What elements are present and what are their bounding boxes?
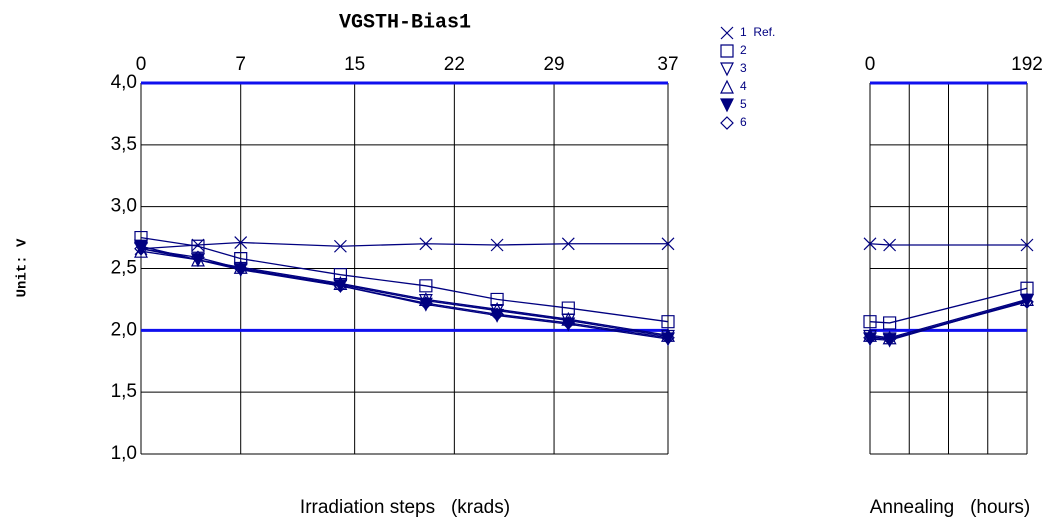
marker: [863, 237, 877, 251]
marker: [233, 263, 248, 278]
marker: [1020, 238, 1034, 252]
legend-marker: [720, 79, 734, 94]
series-line: [140, 248, 669, 338]
y-tick-label: 2,5: [111, 258, 137, 279]
marker: [419, 279, 433, 293]
y-tick-label: 1,5: [111, 381, 137, 402]
marker: [191, 239, 205, 253]
x-axis-label: Annealing (hours): [870, 497, 1031, 518]
legend-label: 6: [740, 115, 747, 129]
legend-marker: [720, 26, 734, 40]
marker: [561, 237, 575, 251]
marker: [418, 297, 433, 312]
legend-marker: [720, 62, 734, 77]
marker: [561, 317, 576, 332]
legend-label: 5: [740, 97, 747, 111]
y-tick-label: 3,0: [111, 196, 137, 217]
marker: [661, 332, 675, 347]
y-tick-label: 3,5: [111, 134, 137, 155]
marker: [234, 236, 248, 249]
y-tick-label: 2,0: [111, 319, 137, 340]
marker: [883, 238, 897, 252]
marker: [561, 316, 576, 330]
marker: [863, 332, 877, 347]
series-line: [140, 245, 669, 340]
x-tick-label: 192: [1011, 54, 1043, 75]
marker: [233, 261, 248, 276]
marker: [191, 250, 205, 265]
marker: [882, 332, 897, 346]
x-tick-label: 15: [344, 54, 365, 75]
legend-label: 2: [740, 43, 747, 57]
marker: [419, 296, 433, 310]
x-tick-label: 37: [657, 54, 678, 75]
legend-marker: [720, 44, 734, 58]
marker: [863, 330, 877, 345]
legend-label: 3: [740, 61, 747, 75]
legend-marker: [720, 98, 734, 113]
marker: [661, 315, 675, 329]
marker: [333, 239, 347, 253]
x-tick-label: 29: [543, 54, 564, 75]
marker: [883, 316, 897, 330]
series-line: [140, 241, 668, 250]
marker: [661, 330, 675, 345]
marker: [490, 308, 505, 323]
legend-label: 4: [740, 79, 747, 93]
series-line: [869, 301, 1028, 340]
legend-marker: [720, 116, 734, 130]
y-axis-label: Unit: V: [15, 238, 31, 297]
marker: [1020, 295, 1034, 309]
legend-label: 1 Ref.: [740, 25, 775, 39]
x-tick-label: 0: [865, 54, 876, 75]
chart-title: VGSTH-Bias1: [339, 11, 471, 34]
marker: [134, 241, 148, 256]
marker: [882, 333, 897, 348]
marker: [419, 237, 433, 251]
marker: [191, 238, 205, 252]
marker: [661, 237, 675, 251]
marker: [1020, 294, 1034, 308]
y-tick-label: 4,0: [111, 72, 137, 93]
x-tick-label: 22: [444, 54, 465, 75]
marker: [490, 238, 504, 252]
y-tick-label: 1,0: [111, 443, 137, 464]
series-line: [140, 248, 669, 339]
marker: [863, 315, 877, 329]
series-line: [140, 236, 669, 323]
x-axis-label: Irradiation steps (krads): [300, 497, 510, 518]
x-tick-label: 0: [136, 54, 147, 75]
x-tick-label: 7: [235, 54, 246, 75]
series-line: [140, 250, 669, 336]
marker: [490, 307, 504, 322]
marker: [333, 278, 348, 293]
